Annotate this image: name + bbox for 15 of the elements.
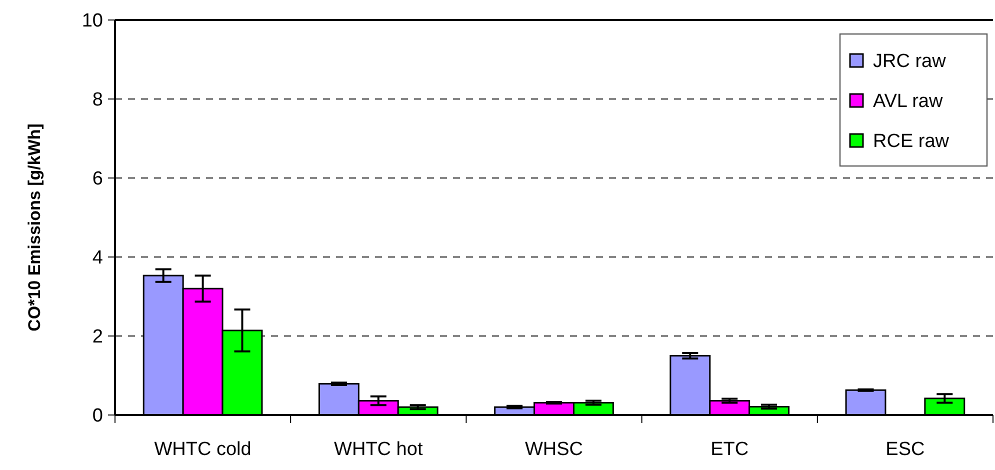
- legend-label: JRC raw: [873, 51, 946, 72]
- y-tick-label: 10: [82, 10, 103, 32]
- x-tick-label: ETC: [710, 439, 749, 460]
- x-tick-label: WHSC: [524, 439, 584, 460]
- legend-label: RCE raw: [873, 131, 950, 152]
- y-tick-label: 0: [92, 406, 103, 427]
- y-tick-label: 8: [92, 90, 103, 111]
- y-tick-label: 2: [92, 326, 103, 348]
- y-tick-label: 6: [92, 168, 103, 190]
- y-axis-title: CO*10 Emissions [g/kWh]: [25, 124, 44, 332]
- x-tick-label: ESC: [886, 439, 925, 460]
- x-tick-label: WHTC cold: [154, 439, 252, 460]
- y-tick-label: 4: [92, 248, 104, 269]
- legend-label: AVL raw: [873, 91, 943, 112]
- x-tick-label: WHTC hot: [334, 439, 424, 460]
